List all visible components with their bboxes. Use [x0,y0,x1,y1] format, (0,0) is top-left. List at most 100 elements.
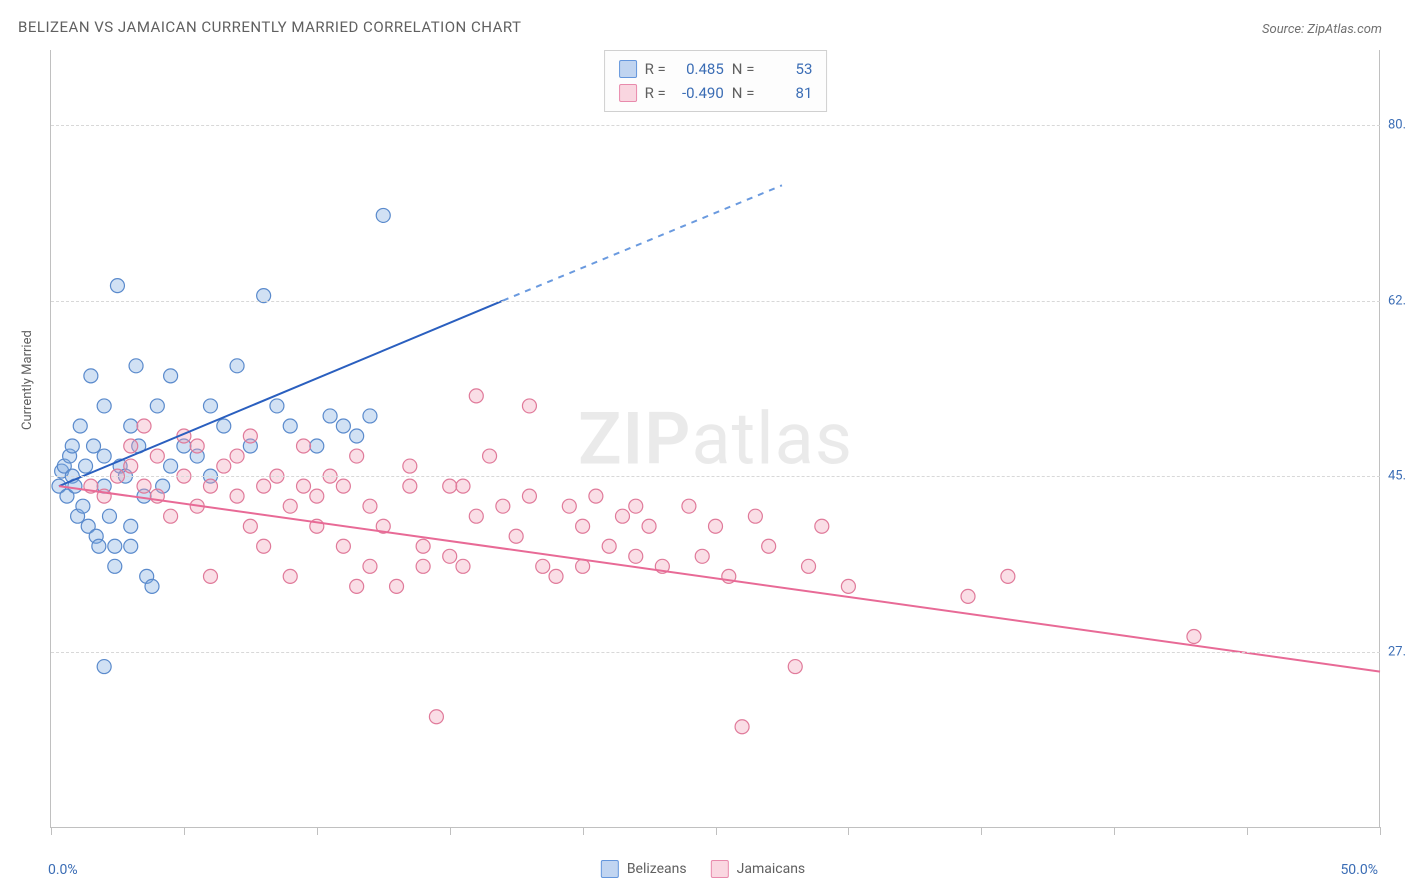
data-point-blue [65,439,79,453]
data-point-blue [363,409,377,423]
data-point-blue [97,399,111,413]
data-point-pink [815,519,829,533]
stats-box: R = 0.485 N = 53 R = -0.490 N = 81 [604,50,828,112]
gridline-h [51,652,1380,653]
data-point-pink [456,559,470,573]
stats-r-val-1: 0.485 [674,57,724,81]
x-axis-label-min: 0.0% [48,862,78,878]
data-point-pink [469,509,483,523]
data-point-pink [602,539,616,553]
data-point-pink [522,489,536,503]
data-point-pink [230,489,244,503]
data-point-blue [129,359,143,373]
data-point-blue [76,499,90,513]
data-point-pink [642,519,656,533]
data-point-pink [629,499,643,513]
data-point-pink [350,449,364,463]
data-point-blue [376,208,390,222]
data-point-blue [150,399,164,413]
data-point-blue [323,409,337,423]
chart-title: BELIZEAN VS JAMAICAN CURRENTLY MARRIED C… [18,18,521,36]
data-point-blue [79,459,93,473]
data-point-pink [536,559,550,573]
data-point-blue [84,369,98,383]
data-point-pink [243,429,257,443]
legend-swatch-pink [711,860,729,878]
data-point-pink [429,710,443,724]
data-point-pink [589,489,603,503]
x-tick [51,827,52,835]
stats-r-val-2: -0.490 [674,81,724,105]
data-point-pink [363,559,377,573]
data-point-blue [97,449,111,463]
legend-label-jamaicans: Jamaicans [737,861,806,877]
data-point-blue [164,459,178,473]
x-tick [1380,827,1381,835]
data-point-pink [283,569,297,583]
data-point-pink [788,660,802,674]
data-point-blue [73,419,87,433]
data-point-pink [443,549,457,563]
plot-area: ZIPatlas R = 0.485 N = 53 R = -0.490 N =… [50,50,1380,828]
x-tick [583,827,584,835]
legend-swatch-blue [601,860,619,878]
data-point-pink [257,479,271,493]
data-point-pink [748,509,762,523]
x-tick [1247,827,1248,835]
data-point-blue [283,419,297,433]
x-axis-label-max: 50.0% [1340,862,1378,878]
data-point-pink [841,579,855,593]
trendline-blue [59,301,503,486]
bottom-legend: Belizeans Jamaicans [601,860,805,878]
data-point-pink [416,539,430,553]
data-point-pink [336,479,350,493]
scatter-svg [51,50,1380,827]
legend-label-belizeans: Belizeans [627,861,687,877]
data-point-pink [576,559,590,573]
data-point-pink [682,499,696,513]
data-point-blue [97,660,111,674]
x-tick [716,827,717,835]
data-point-blue [203,399,217,413]
data-point-pink [203,479,217,493]
x-tick [981,827,982,835]
data-point-blue [336,419,350,433]
source-credit: Source: ZipAtlas.com [1262,22,1382,37]
data-point-pink [1001,569,1015,583]
data-point-pink [549,569,563,583]
data-point-pink [695,549,709,563]
x-tick [848,827,849,835]
data-point-blue [108,539,122,553]
data-point-pink [124,439,138,453]
data-point-pink [297,439,311,453]
data-point-pink [629,549,643,563]
data-point-pink [443,479,457,493]
data-point-blue [92,539,106,553]
stats-row-jamaicans: R = -0.490 N = 81 [619,81,813,105]
data-point-pink [390,579,404,593]
stats-r-label: R = [645,57,666,81]
data-point-pink [150,449,164,463]
data-point-pink [562,499,576,513]
data-point-pink [137,479,151,493]
data-point-pink [469,389,483,403]
data-point-pink [310,489,324,503]
stats-n-label-2: N = [732,81,755,105]
data-point-blue [230,359,244,373]
data-point-blue [108,559,122,573]
data-point-pink [137,419,151,433]
data-point-pink [403,479,417,493]
stats-row-belizeans: R = 0.485 N = 53 [619,57,813,81]
x-tick [184,827,185,835]
stats-n-val-1: 53 [762,57,812,81]
data-point-pink [203,569,217,583]
data-point-pink [230,449,244,463]
data-point-pink [350,579,364,593]
legend-item-jamaicans: Jamaicans [711,860,806,878]
gridline-h [51,476,1380,477]
y-tick-label: 80.0% [1388,118,1406,133]
stats-swatch-pink [619,84,637,102]
data-point-pink [509,529,523,543]
trendline-pink [59,486,1380,671]
stats-swatch-blue [619,60,637,78]
